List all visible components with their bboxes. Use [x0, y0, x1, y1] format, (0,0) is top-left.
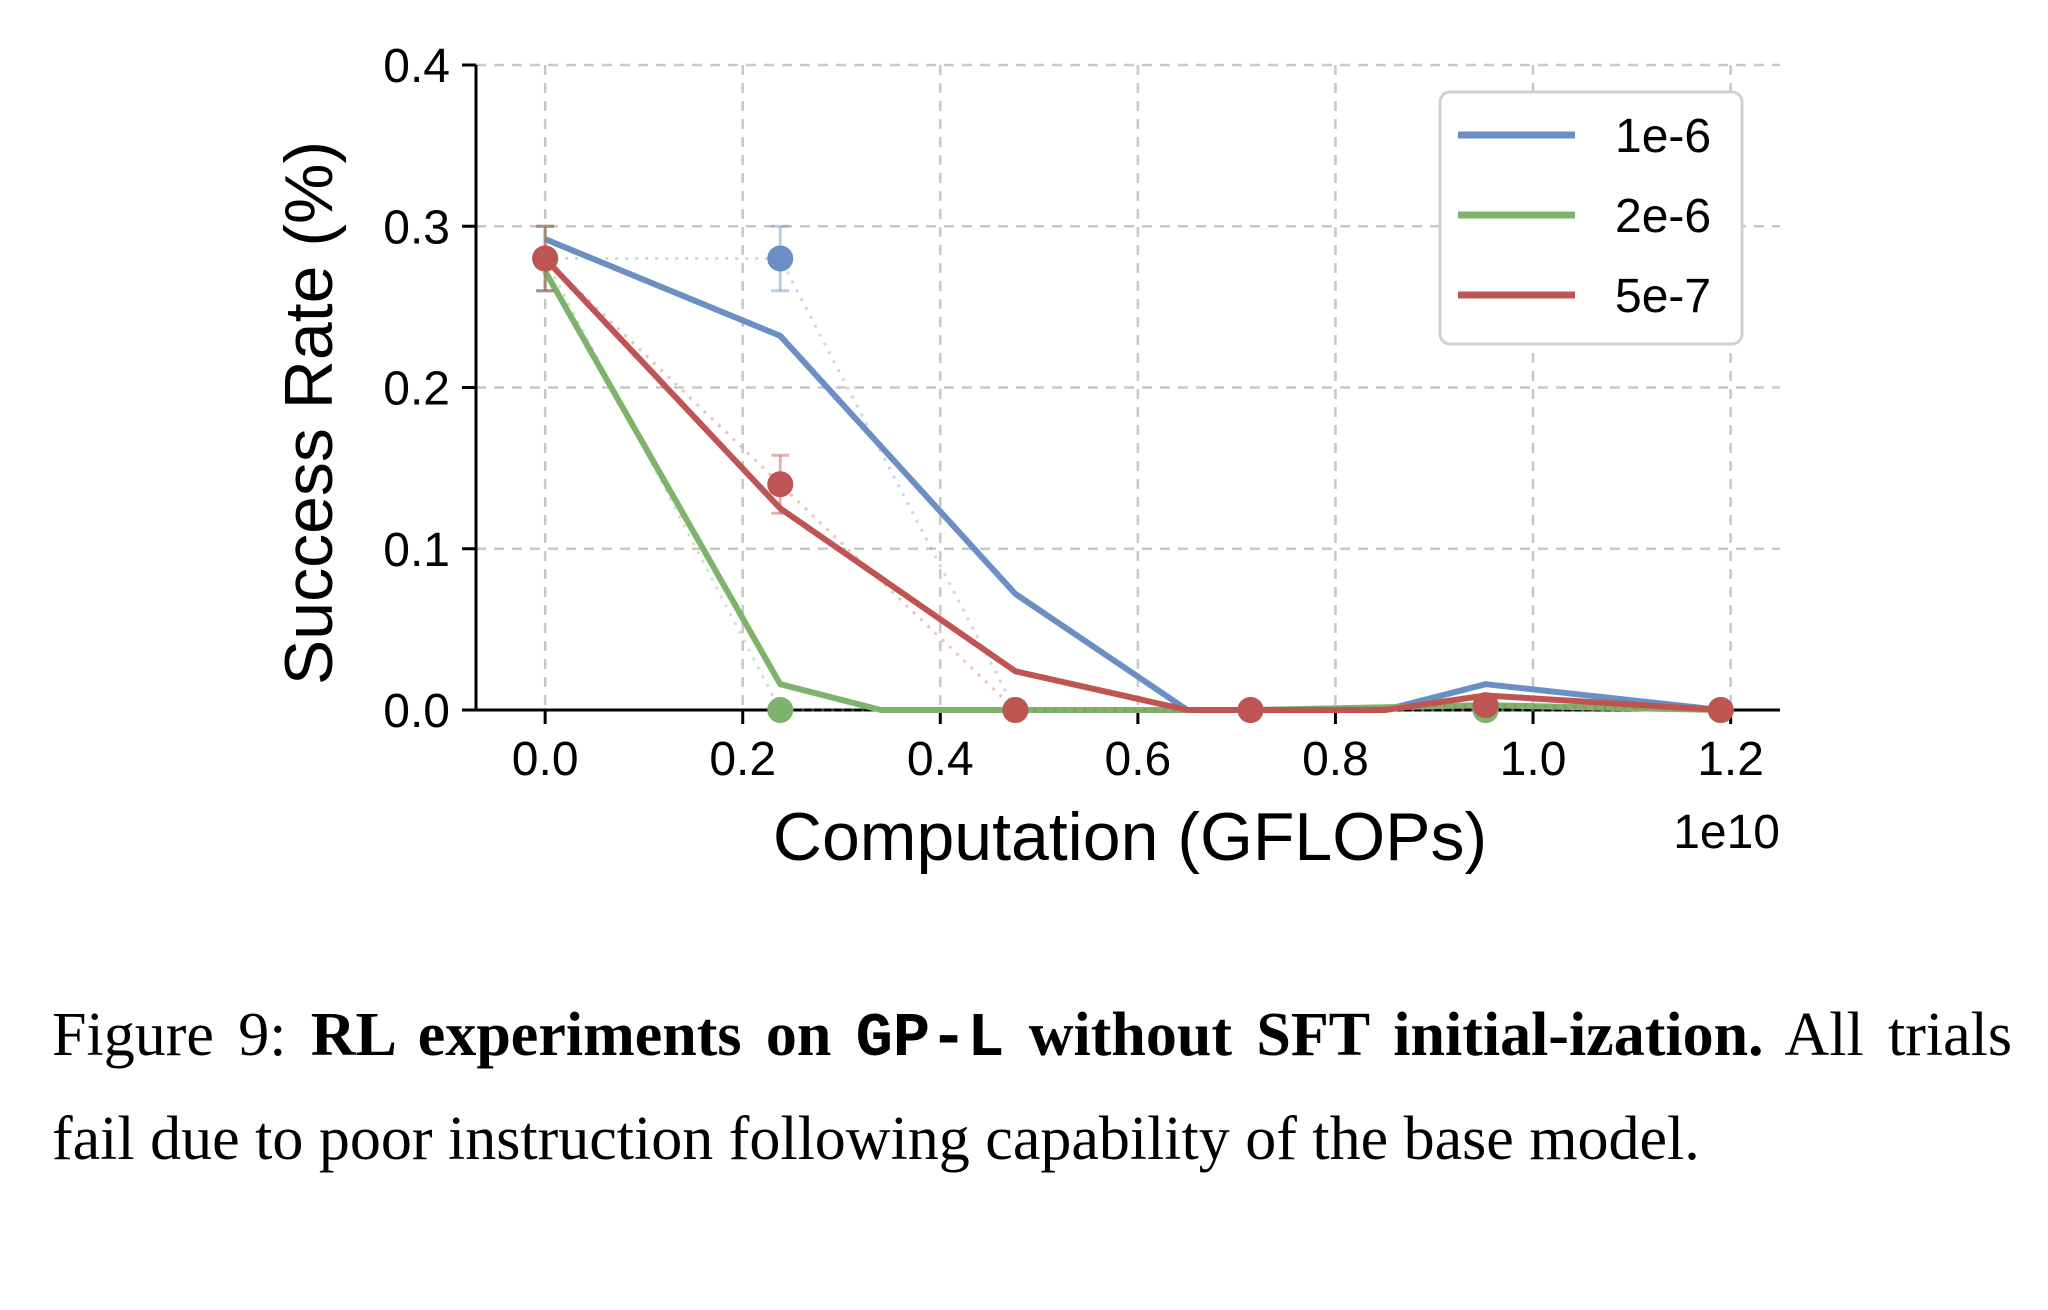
grid-lines: [476, 63, 1780, 710]
x-tick-label: 0.8: [1302, 733, 1369, 786]
x-tick-label: 0.2: [709, 733, 776, 786]
y-axis-label: Success Rate (%): [271, 141, 347, 685]
legend-box: [1438, 90, 1744, 346]
y-tick-label: 0.3: [383, 201, 450, 254]
x-axis-offset-label: 1e10: [1673, 806, 1780, 859]
series-line: [542, 256, 1721, 713]
tick-labels: 0.0 0.2 0.4 0.6 0.8 1.0 1.2 0.0 0.1 0.2 0.3 0.4: [383, 40, 1764, 786]
data-point: [1707, 697, 1734, 723]
x-tick-label: 1.2: [1697, 733, 1764, 786]
legend-label: 5e-7: [1615, 270, 1711, 323]
data-point: [1002, 697, 1029, 723]
figure-caption: Figure 9: RL experiments on GP-L without…: [52, 985, 2012, 1189]
y-tick-label: 0.1: [383, 524, 450, 577]
data-point: [767, 245, 794, 272]
data-points: [532, 245, 1734, 723]
x-tick-label: 0.0: [512, 733, 579, 786]
y-tick-label: 0.0: [383, 685, 450, 738]
caption-bold-part1: RL experiments on: [310, 1001, 856, 1069]
x-tick-label: 0.6: [1105, 733, 1172, 786]
y-tick-label: 0.4: [383, 40, 450, 93]
data-point: [767, 697, 794, 723]
caption-rest: All trials fail due to poor instruction …: [52, 1001, 2012, 1173]
caption-bold-part2: without SFT initial-ization.: [1004, 1001, 1764, 1069]
data-point: [767, 471, 794, 498]
data-point: [1472, 692, 1499, 719]
chart: 0.0 0.2 0.4 0.6 0.8 1.0 1.2 0.0 0.1 0.2 0.3 0.4 1e-…: [271, 40, 1780, 875]
legend: 1e-6 2e-6 5e-7: [1438, 90, 1744, 346]
caption-prefix: Figure 9:: [52, 1001, 311, 1069]
x-tick-label: 1.0: [1500, 733, 1567, 786]
caption-mono: GP-L: [855, 1003, 1005, 1074]
data-point: [1237, 697, 1264, 723]
data-point: [532, 245, 559, 272]
series-line: [542, 269, 1721, 713]
legend-label: 2e-6: [1615, 190, 1711, 243]
x-tick-label: 0.4: [907, 733, 974, 786]
y-tick-label: 0.2: [383, 363, 450, 416]
series-raw-line: [544, 257, 1721, 712]
x-axis-label: Computation (GFLOPs): [773, 799, 1487, 875]
legend-label: 1e-6: [1615, 110, 1711, 163]
series-lines: [536, 224, 1722, 713]
